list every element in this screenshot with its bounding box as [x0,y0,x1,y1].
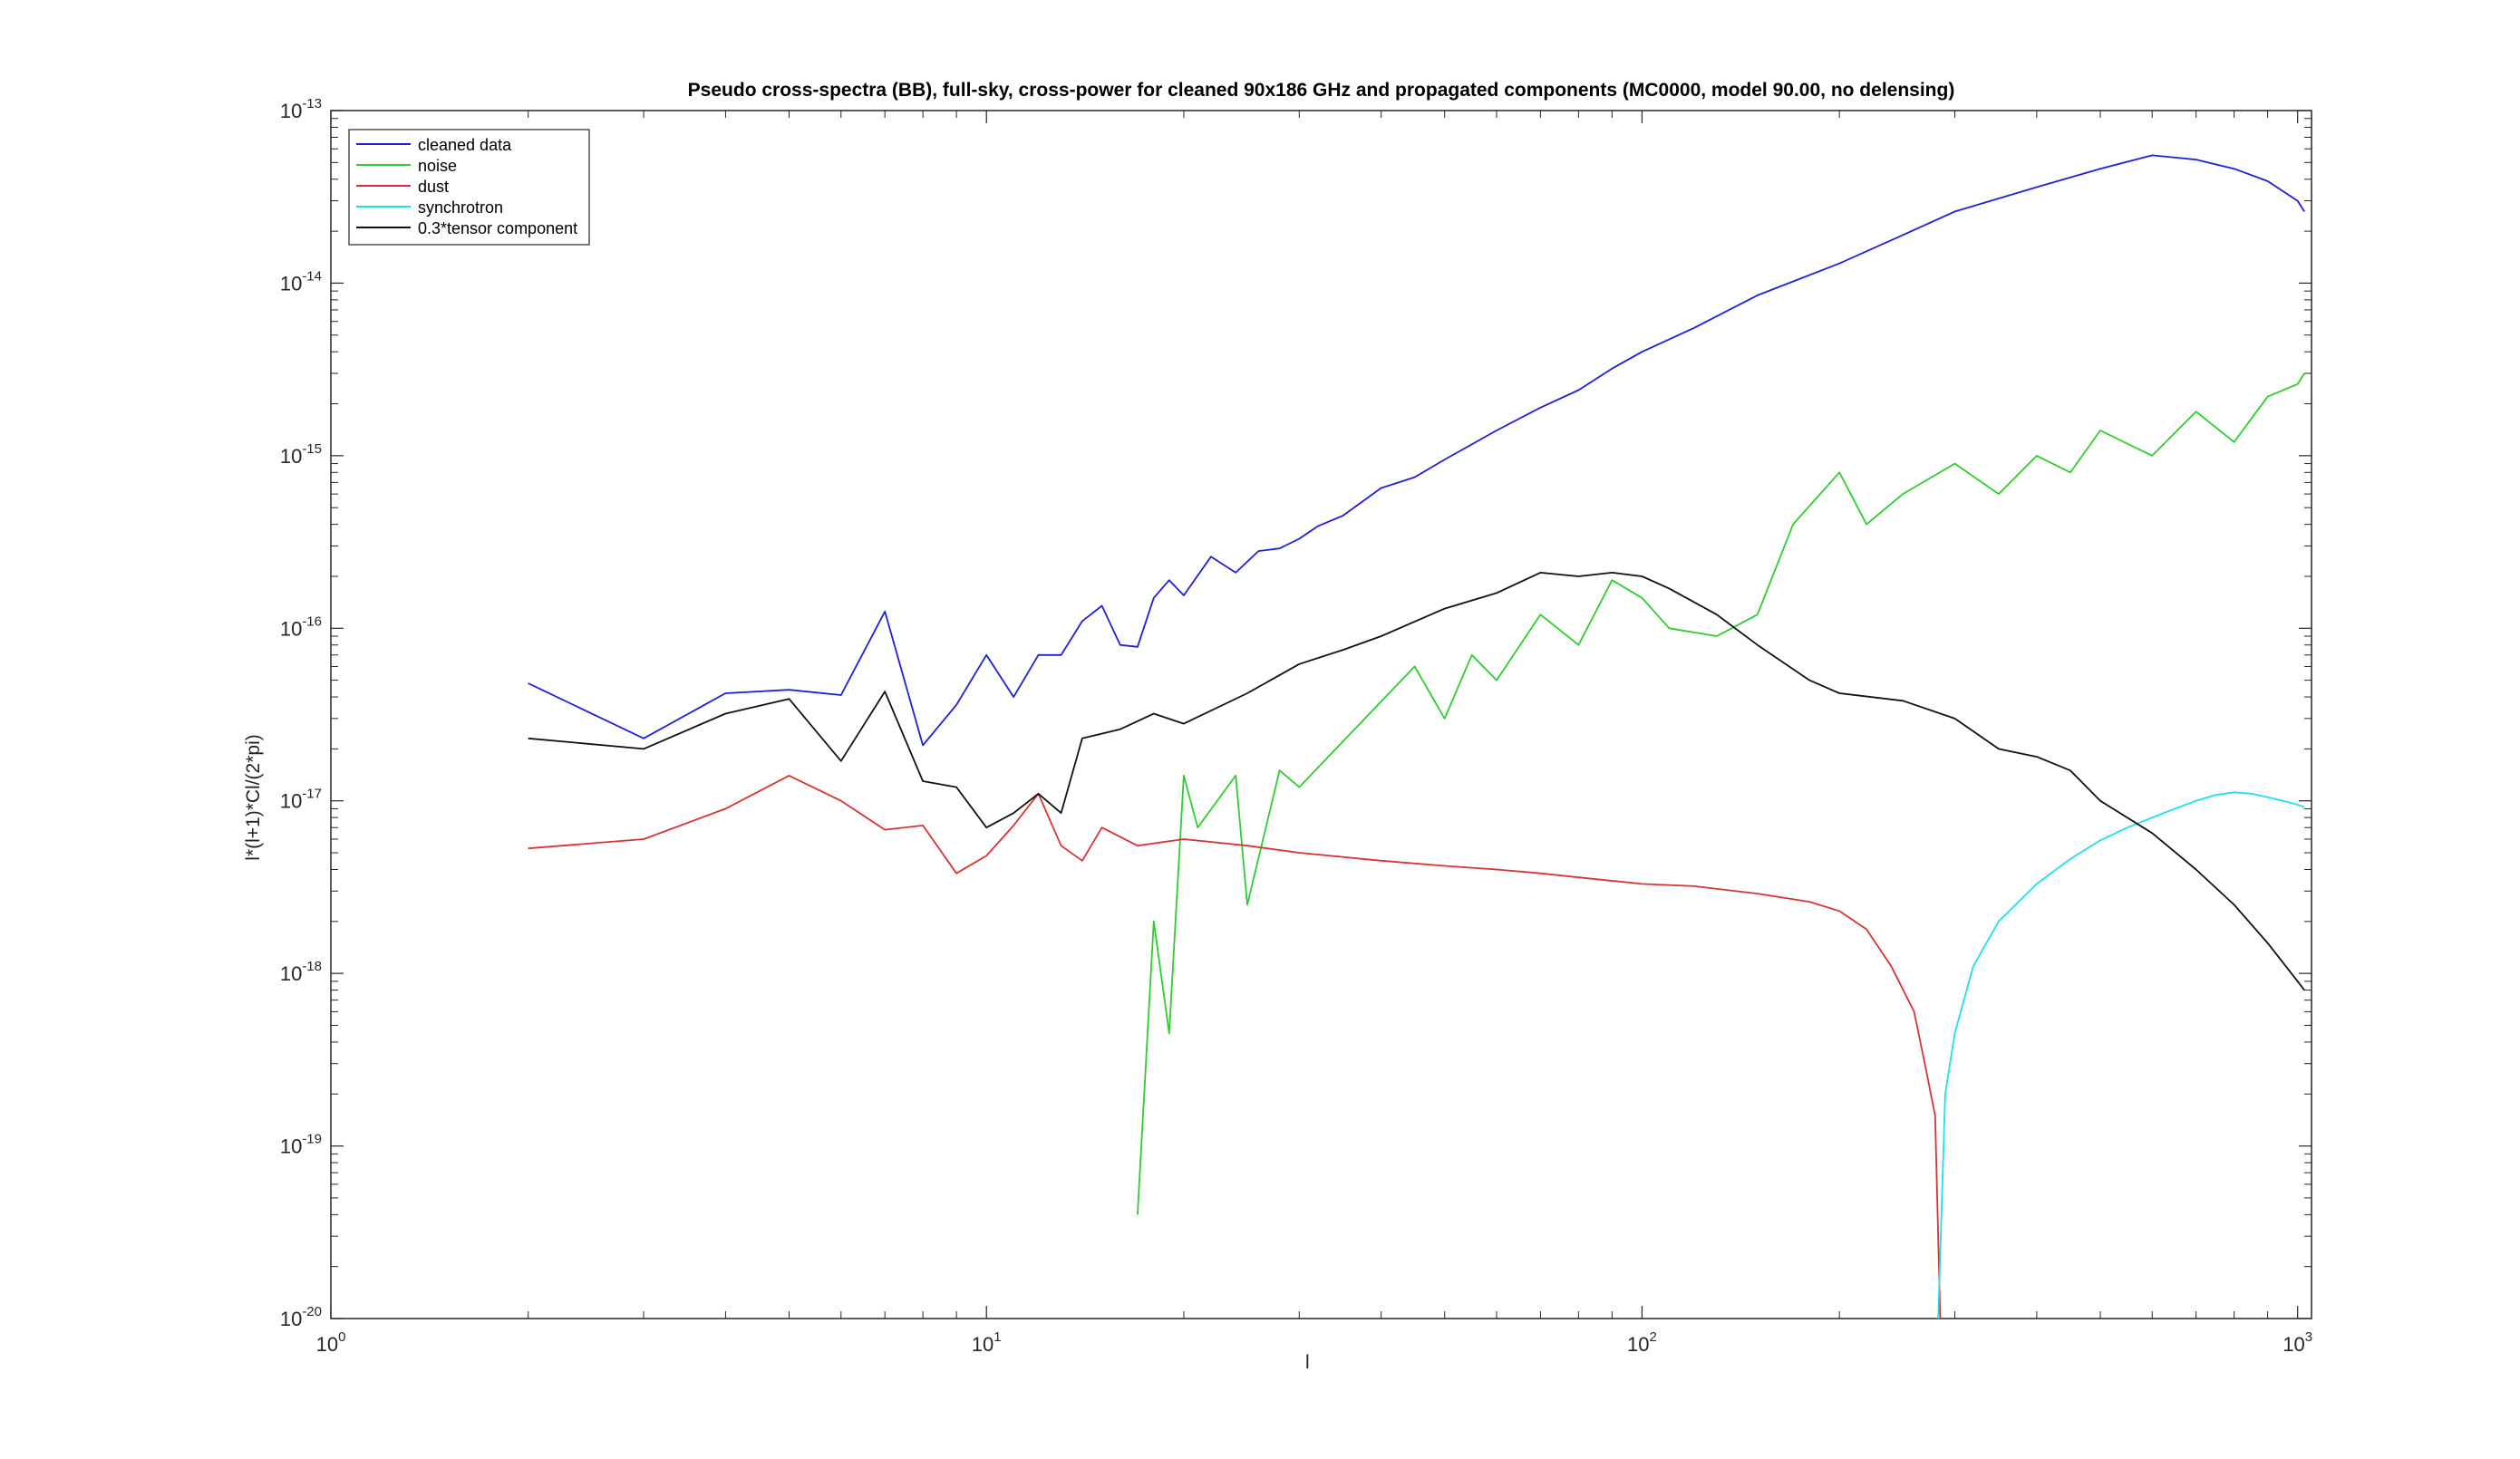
legend-label-synchrotron: synchrotron [418,198,503,217]
legend-label-dust: dust [418,178,449,196]
series-line-cleaned-data [528,154,2305,747]
series-line-synchrotron [1937,791,2305,1319]
y-tick-exponent: -17 [302,787,322,802]
minor-ticks [331,111,2312,1319]
y-tick-label: 10-16 [280,614,322,640]
chart-title: Pseudo cross-spectra (BB), full-sky, cro… [687,80,1955,101]
x-tick-label: 100 [316,1329,346,1356]
legend-label-cleaned-data: cleaned data [418,136,512,154]
y-tick-exponent: -18 [302,959,322,974]
legend-label-noise: noise [418,157,457,175]
x-tick-exponent: 3 [2305,1329,2312,1345]
x-tick-exponent: 1 [993,1329,1001,1345]
y-tick-label: 10-20 [280,1304,322,1330]
plot-frame [330,110,2312,1319]
y-tick-exponent: -16 [302,614,322,629]
legend-label-0-3-tensor-component: 0.3*tensor component [418,219,577,237]
y-tick-label: 10-15 [280,441,322,468]
series-line-0-3-tensor-component [528,572,2305,991]
y-tick-label: 10-14 [280,268,322,295]
series-line-noise [1137,372,2305,1215]
y-tick-label: 10-17 [280,787,322,813]
x-tick-label: 102 [1627,1329,1657,1356]
y-tick-label: 10-13 [280,96,322,122]
legend-box [348,129,590,246]
y-tick-exponent: -20 [302,1304,322,1319]
x-tick-label: 103 [2283,1329,2312,1356]
y-tick-exponent: -13 [302,96,322,111]
y-tick-label: 10-19 [280,1132,322,1158]
y-tick-label: 10-18 [280,959,322,985]
x-tick-exponent: 0 [338,1329,345,1345]
x-tick-label: 101 [972,1329,1002,1356]
y-tick-exponent: -14 [302,268,322,284]
x-axis-label: l [1305,1352,1310,1373]
series-line-dust [528,775,1942,1319]
y-tick-exponent: -19 [302,1132,322,1147]
x-tick-exponent: 2 [1650,1329,1657,1345]
y-tick-exponent: -15 [302,441,322,457]
